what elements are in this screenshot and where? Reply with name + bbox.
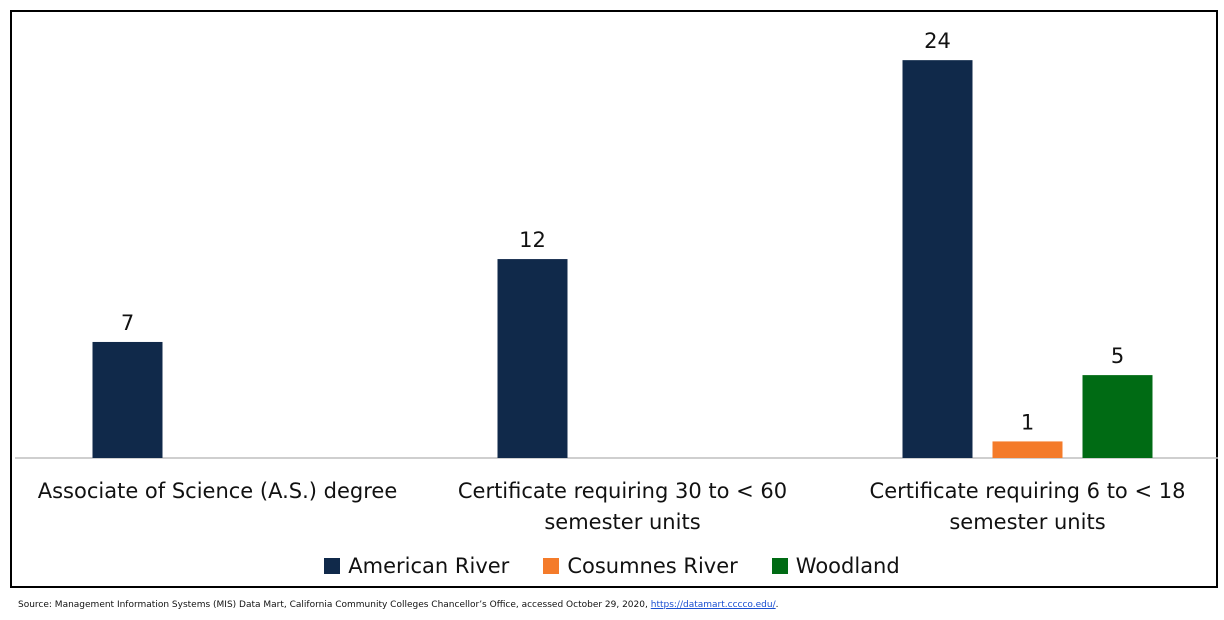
- bar: [902, 60, 973, 459]
- source-text: Source: Management Information Systems (…: [18, 600, 648, 610]
- value-label: 12: [519, 228, 546, 252]
- frame: [10, 10, 1218, 588]
- legend-label: American River: [348, 554, 510, 578]
- source-link[interactable]: https://datamart.cccco.edu/: [650, 600, 776, 610]
- legend: American River Cosumnes River Woodland: [0, 554, 1224, 578]
- bar: [497, 259, 568, 458]
- value-label: 24: [924, 29, 951, 53]
- legend-item: American River: [324, 554, 509, 578]
- x-tick-label: Associate of Science (A.S.) degree: [37, 479, 398, 503]
- legend-item: Woodland: [771, 554, 900, 578]
- legend-swatch: [771, 558, 788, 574]
- value-label: 1: [1021, 410, 1034, 434]
- source-note: Source: Management Information Systems (…: [18, 600, 779, 610]
- x-tick-label: Certificate requiring 30 to < 60 semeste…: [457, 479, 788, 534]
- legend-swatch: [543, 558, 560, 574]
- bar: [1082, 375, 1153, 458]
- legend-label: Woodland: [795, 554, 900, 578]
- bar: [92, 341, 163, 458]
- source-end: .: [775, 600, 779, 610]
- bar: [992, 441, 1063, 458]
- legend-label: Cosumnes River: [567, 554, 738, 578]
- legend-swatch: [324, 558, 341, 574]
- value-label: 5: [1111, 344, 1124, 368]
- legend-item: Cosumnes River: [543, 554, 738, 578]
- value-label: 7: [121, 311, 134, 335]
- x-tick-label: Certificate requiring 6 to < 18 semester…: [869, 479, 1186, 534]
